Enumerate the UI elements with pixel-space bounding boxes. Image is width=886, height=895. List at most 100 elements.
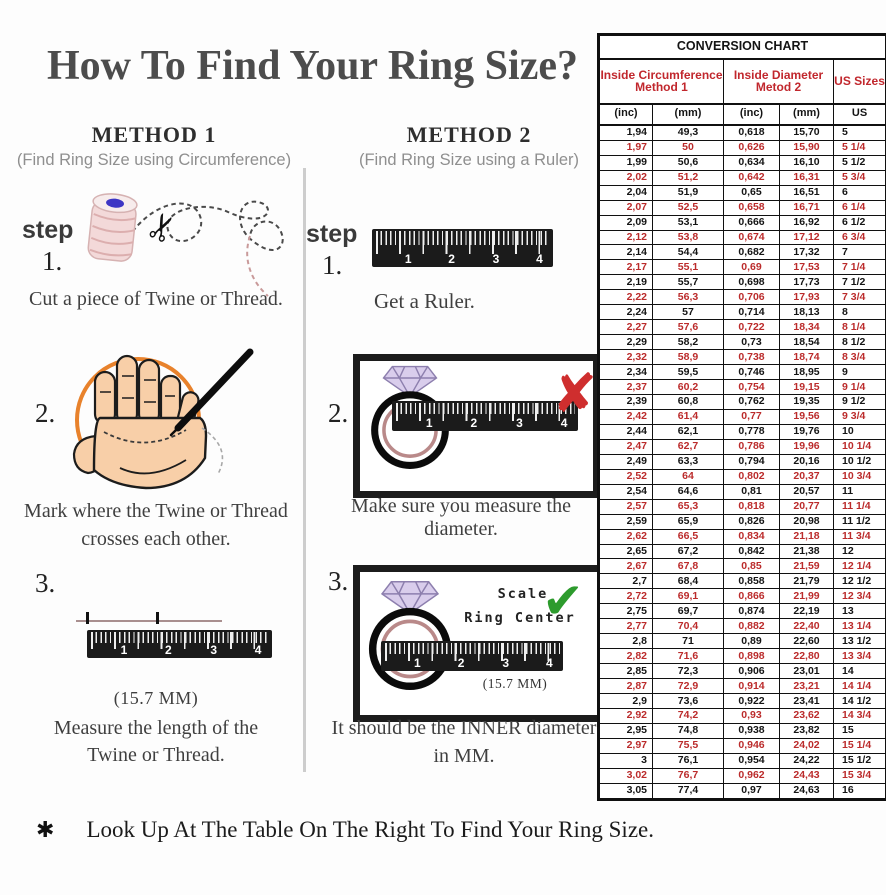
- table-cell: 23,62: [779, 708, 834, 724]
- table-cell: 74,8: [652, 722, 724, 739]
- table-cell: 50,6: [652, 154, 724, 171]
- table-cell: 22,80: [779, 648, 834, 665]
- table-row: 2,8 71 0,89 22,60 13 1/2: [598, 633, 886, 650]
- diamond-icon: [382, 365, 438, 398]
- table-row: 2,65 67,2 0,842 21,38 12: [598, 543, 886, 560]
- table-cell: 52,5: [652, 199, 724, 216]
- table-cell: 0,858: [723, 573, 780, 590]
- table-cell: 20,57: [779, 483, 834, 500]
- table-cell: 57: [652, 304, 724, 321]
- method1-subtitle: (Find Ring Size using Circumference): [16, 151, 292, 169]
- table-cell: 12 1/2: [832, 573, 886, 590]
- table-cell: 10 1/4: [832, 438, 886, 455]
- table-cell: 21,18: [779, 528, 834, 545]
- ruler-number: 2: [165, 643, 172, 657]
- table-cell: 7 3/4: [832, 289, 886, 306]
- table-cell: 15,70: [779, 124, 834, 141]
- table-cell: 13 1/4: [832, 618, 886, 635]
- table-row: 2,17 55,1 0,69 17,53 7 1/4: [598, 259, 886, 276]
- table-cell: 19,96: [779, 438, 834, 455]
- table-cell: 66,5: [652, 528, 724, 545]
- table-cell: 2,34: [598, 364, 653, 381]
- table-cell: 12: [832, 543, 886, 560]
- table-cell: 8 3/4: [832, 349, 886, 366]
- table-cell: 19,35: [779, 393, 834, 410]
- table-cell: 76,7: [652, 767, 724, 784]
- table-cell: 16: [832, 782, 886, 801]
- diameter-correct-frame: Scale Ring Center ✔ 1 2 3 4 (15.7 MM): [353, 565, 607, 722]
- ruler-number: 3: [516, 416, 523, 430]
- table-cell: 0,898: [723, 648, 780, 665]
- diameter-wrong-frame: 1 2 3 4 ✘: [353, 354, 600, 498]
- pen-tip: [169, 426, 180, 437]
- table-cell: 9 1/4: [832, 379, 886, 395]
- scale-label-line2: Ring Center: [464, 610, 576, 626]
- conversion-table: CONVERSION CHART Inside Circumference Me…: [597, 33, 886, 801]
- table-cell: 0,89: [723, 633, 780, 650]
- table-title: CONVERSION CHART: [597, 33, 886, 60]
- table-cell: 65,3: [652, 498, 724, 515]
- footer-note: ✱ Look Up At The Table On The Right To F…: [36, 817, 654, 843]
- palm-crease: [119, 459, 187, 475]
- twine-dashed-tail: [201, 427, 224, 475]
- table-cell: 22,19: [779, 603, 834, 620]
- table-cell: 2,57: [598, 498, 653, 515]
- table-cell: 0,962: [723, 767, 780, 784]
- table-cell: 5 1/4: [832, 139, 886, 156]
- table-cell: 6: [832, 184, 886, 201]
- table-row: 2,87 72,9 0,914 23,21 14 1/4: [598, 678, 886, 695]
- method2-step3-number: 3.: [328, 566, 349, 596]
- table-cell: 0,73: [723, 334, 780, 351]
- table-row: 2,57 65,3 0,818 20,77 11 1/4: [598, 498, 886, 515]
- table-cell: 55,1: [652, 259, 724, 276]
- twine-thread-tail: [246, 235, 269, 297]
- table-cell: 6 1/2: [832, 214, 886, 231]
- table-cell: 68,4: [652, 573, 724, 590]
- table-cell: 67,2: [652, 543, 724, 560]
- col-group-line: Inside Circumference: [600, 67, 723, 82]
- table-row: 2,75 69,7 0,874 22,19 13: [598, 603, 886, 620]
- table-cell: 21,59: [779, 558, 834, 575]
- table-row: 2,9 73,6 0,922 23,41 14 1/2: [598, 693, 886, 709]
- table-cell: 0,738: [723, 349, 780, 366]
- sub-header: (inc): [598, 103, 653, 126]
- check-icon: ✔: [542, 572, 584, 630]
- table-cell: 0,81: [723, 483, 780, 500]
- table-row: 2,82 71,6 0,898 22,80 13 3/4: [598, 648, 886, 665]
- method1-measurement: (15.7 MM): [113, 688, 199, 708]
- table-cell: 0,754: [723, 379, 780, 395]
- table-cell: 11 1/2: [832, 513, 886, 530]
- table-cell: 60,8: [652, 393, 724, 410]
- ruler-number: 4: [546, 656, 553, 670]
- table-cell: 15 1/4: [832, 737, 886, 754]
- table-cell: 21,79: [779, 573, 834, 590]
- pen-icon: [174, 348, 254, 432]
- ruler-method2-step1: 1 2 3 4: [372, 229, 553, 267]
- method2-subtitle: (Find Ring Size using a Ruler): [358, 151, 580, 169]
- method2-measurement: (15.7 MM): [482, 676, 548, 691]
- table-cell: 16,10: [779, 154, 834, 171]
- table-cell: 74,2: [652, 708, 724, 724]
- table-row: 2,32 58,9 0,738 18,74 8 3/4: [598, 349, 886, 366]
- table-cell: 18,13: [779, 304, 834, 321]
- table-cell: 0,786: [723, 438, 780, 455]
- table-row: 2,09 53,1 0,666 16,92 6 1/2: [598, 214, 886, 231]
- table-cell: 0,658: [723, 199, 780, 216]
- table-cell: 17,93: [779, 289, 834, 306]
- method1-step3-number: 3.: [35, 568, 56, 598]
- hand-marking-illustration: [72, 348, 254, 490]
- table-row: 2,04 51,9 0,65 16,51 6: [598, 184, 886, 201]
- table-cell: 9 3/4: [832, 408, 886, 425]
- table-cell: 72,9: [652, 678, 724, 695]
- method1-step1-caption: Cut a piece of Twine or Thread.: [29, 288, 283, 310]
- table-cell: 2,44: [598, 423, 653, 440]
- table-cell: 0,866: [723, 588, 780, 605]
- thread-mark-right: [156, 612, 159, 624]
- table-row: 2,42 61,4 0,77 19,56 9 3/4: [598, 408, 886, 425]
- table-cell: 9: [832, 364, 886, 381]
- table-cell: 7 1/4: [832, 259, 886, 276]
- table-cell: 14 1/2: [832, 693, 886, 709]
- table-cell: 2,65: [598, 543, 653, 560]
- table-cell: 20,16: [779, 453, 834, 470]
